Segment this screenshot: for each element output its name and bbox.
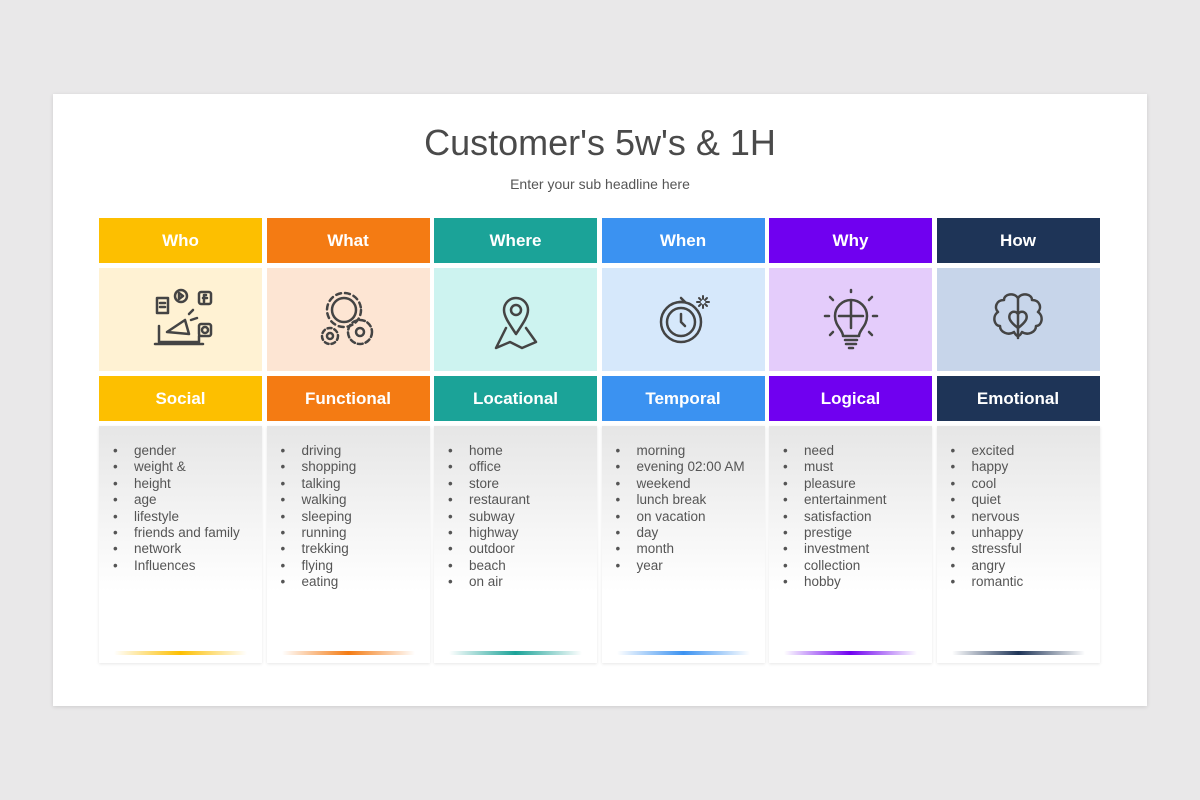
icon-panel [99, 268, 262, 371]
column-where: Where Locational homeofficestorerestaura… [434, 218, 597, 663]
page-title: Customer's 5w's & 1H [424, 122, 776, 163]
list-item: on air [448, 574, 597, 591]
list-item: running [281, 525, 430, 542]
item-list: homeofficestorerestaurantsubwayhighwayou… [434, 426, 597, 663]
list-item: outdoor [448, 541, 597, 558]
list-item: walking [281, 492, 430, 509]
icon-panel [769, 268, 932, 371]
accent-bar [616, 651, 750, 655]
list-item: angry [951, 558, 1100, 575]
list-item: must [783, 459, 932, 476]
list-item: highway [448, 525, 597, 542]
item-list: excitedhappycoolquietnervousunhappystres… [936, 426, 1100, 663]
list-item: driving [281, 443, 430, 460]
list-item: eating [281, 574, 430, 591]
list-item: excited [951, 443, 1100, 460]
column-how: How Emotional excitedhappycoolquietnervo… [936, 218, 1100, 663]
column-header: What [266, 218, 430, 263]
lightbulb-puzzle-icon [823, 288, 878, 349]
list-item: unhappy [951, 525, 1100, 542]
subtitle: Enter your sub headline here [510, 176, 690, 192]
accent-bar [281, 651, 415, 655]
list-item: lunch break [616, 492, 765, 509]
item-list: morningevening 02:00 AMweekendlunch brea… [601, 426, 765, 663]
list-item: year [616, 558, 765, 575]
list-item: cool [951, 476, 1100, 493]
list-item: satisfaction [783, 509, 932, 526]
column-why: Why Logical needmustpleasureentertainmen… [769, 218, 932, 663]
slide: Customer's 5w's & 1H Enter your sub head… [53, 94, 1147, 706]
accent-bar [784, 651, 917, 655]
list-item: network [113, 541, 262, 558]
list-item: pleasure [783, 476, 932, 493]
accent-bar [449, 651, 582, 655]
map-pin-icon [494, 296, 537, 349]
list-item: home [448, 443, 597, 460]
list-item: flying [281, 558, 430, 575]
list-item: weekend [616, 476, 765, 493]
list-item: age [113, 492, 262, 509]
list-item: romantic [951, 574, 1100, 591]
list-item: quiet [951, 492, 1100, 509]
list-item: morning [616, 443, 765, 460]
list-item: evening 02:00 AM [616, 459, 765, 476]
category-label: Emotional [936, 376, 1100, 421]
list-item: height [113, 476, 262, 493]
list-item: investment [783, 541, 932, 558]
icon-panel [601, 268, 765, 371]
column-what: What Functional drivingshoppingtalkingwa… [266, 218, 430, 663]
item-list: drivingshoppingtalkingwalkingsleepingrun… [266, 426, 430, 663]
category-label: Locational [434, 376, 597, 421]
list-item: gender [113, 443, 262, 460]
list-item: store [448, 476, 597, 493]
list-item: entertainment [783, 492, 932, 509]
column-header: Who [99, 218, 262, 263]
list-item: sleeping [281, 509, 430, 526]
column-header: Where [434, 218, 597, 263]
list-item: prestige [783, 525, 932, 542]
social-media-megaphone-icon [153, 288, 212, 345]
accent-bar [114, 651, 247, 655]
list-item: trekking [281, 541, 430, 558]
list-item: month [616, 541, 765, 558]
brain-heart-icon [993, 292, 1043, 339]
column-who: Who Social genderweight &heightagelifest… [99, 218, 262, 663]
item-list: needmustpleasureentertainmentsatisfactio… [769, 426, 932, 663]
column-header: Why [769, 218, 932, 263]
list-item: restaurant [448, 492, 597, 509]
list-item: Influences [113, 558, 262, 575]
category-label: Social [99, 376, 262, 421]
list-item: talking [281, 476, 430, 493]
category-label: Logical [769, 376, 932, 421]
list-item: hobby [783, 574, 932, 591]
list-item: day [616, 525, 765, 542]
list-item: collection [783, 558, 932, 575]
accent-bar [951, 651, 1085, 655]
list-item: subway [448, 509, 597, 526]
icon-panel [936, 268, 1100, 371]
list-item: weight & [113, 459, 262, 476]
item-list: genderweight &heightagelifestylefriends … [99, 426, 262, 663]
column-header: How [936, 218, 1100, 263]
list-item: friends and family [113, 525, 262, 542]
icon-panel [434, 268, 597, 371]
clock-icon [659, 294, 710, 343]
list-item: nervous [951, 509, 1100, 526]
list-item: need [783, 443, 932, 460]
gears-icon [320, 291, 374, 345]
list-item: happy [951, 459, 1100, 476]
column-when: When Temporal morningevening 02:00 AMwee… [601, 218, 765, 663]
list-item: beach [448, 558, 597, 575]
list-item: stressful [951, 541, 1100, 558]
category-label: Temporal [601, 376, 765, 421]
list-item: lifestyle [113, 509, 262, 526]
list-item: office [448, 459, 597, 476]
list-item: on vacation [616, 509, 765, 526]
category-label: Functional [266, 376, 430, 421]
column-header: When [601, 218, 765, 263]
icon-panel [266, 268, 430, 371]
list-item: shopping [281, 459, 430, 476]
